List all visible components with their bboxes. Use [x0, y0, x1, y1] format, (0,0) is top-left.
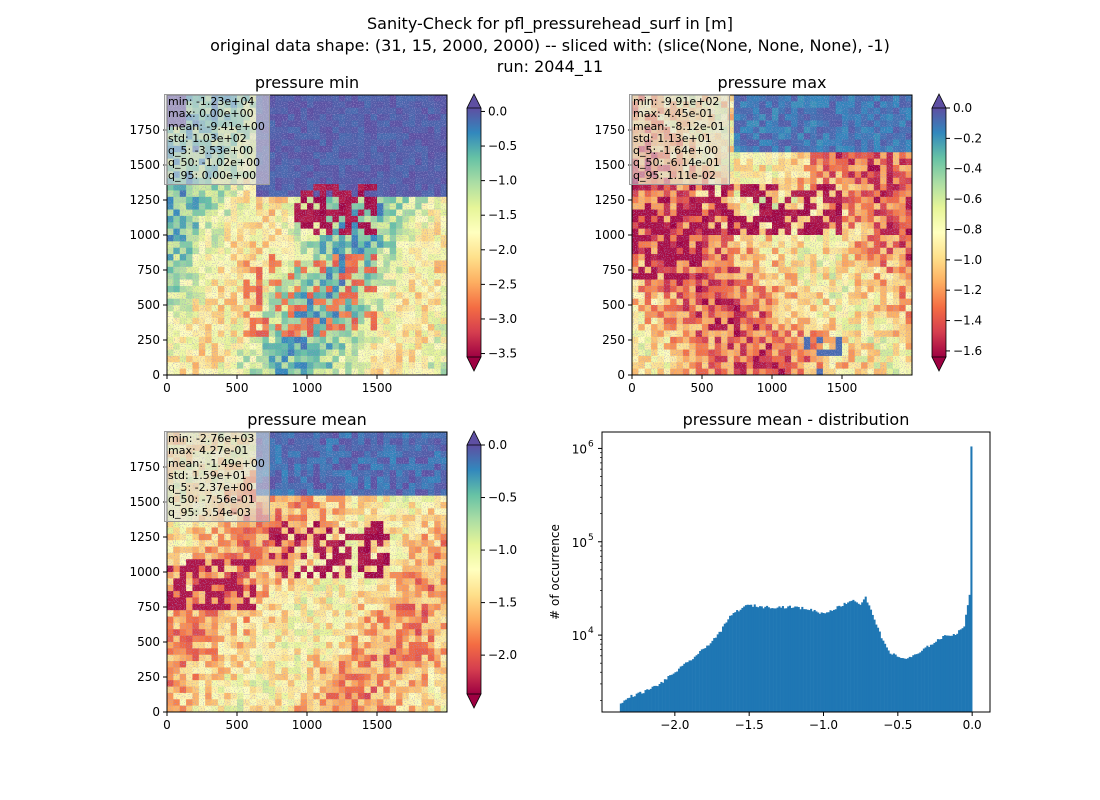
colorbar-extend-max [931, 93, 947, 109]
x-tick-label: 1000 [292, 381, 323, 395]
colorbar-extend-max [466, 93, 482, 109]
colorbar-tick-label: −0.2 [953, 131, 982, 145]
figure-title-line-1: Sanity-Check for pfl_pressurehead_surf i… [367, 14, 733, 33]
y-tick-label: 0 [617, 368, 625, 382]
y-tick-label: 1750 [129, 123, 160, 137]
y-tick-label: 500 [602, 298, 625, 312]
y-tick-label: 250 [137, 333, 160, 347]
y-tick-label: 1000 [594, 228, 625, 242]
colorbar-tick-label: −2.0 [488, 243, 517, 257]
figure-title-line-2: original data shape: (31, 15, 2000, 2000… [210, 36, 890, 55]
colorbar-tick-label: −1.2 [953, 283, 982, 297]
colorbar-tick-label: −1.4 [953, 314, 982, 328]
y-tick-label: 1500 [594, 158, 625, 172]
y-tick-label: 1000 [129, 228, 160, 242]
colorbar-extend-min [931, 356, 947, 372]
colorbar-tick-label: −1.0 [953, 253, 982, 267]
x-tick-label: 1500 [362, 381, 393, 395]
x-tick-label: 500 [226, 381, 249, 395]
colorbar-tick-label: 0.0 [488, 104, 507, 118]
x-tick-label: 0 [163, 381, 171, 395]
y-tick-label: 250 [602, 333, 625, 347]
y-tick-label: 1500 [129, 158, 160, 172]
colorbar-tick-label: −2.5 [488, 277, 517, 291]
y-tick-label: 0 [152, 368, 160, 382]
colorbar-extend-min [466, 356, 482, 372]
y-tick-label: 1750 [594, 123, 625, 137]
colorbar-tick-label: −0.6 [953, 192, 982, 206]
heatmap-panel-2 [628, 93, 950, 379]
y-tick-label: 750 [602, 263, 625, 277]
x-tick-label: 1500 [827, 381, 858, 395]
figure-title-line-3: run: 2044_11 [496, 57, 604, 76]
colorbar-tick-label: 0.0 [953, 101, 972, 115]
colorbar-tick-label: −0.8 [953, 222, 982, 236]
colorbar-tick-label: −0.5 [488, 139, 517, 153]
x-tick-label: 500 [691, 381, 714, 395]
y-tick-label: 1250 [129, 193, 160, 207]
colorbar-tick-label: −3.0 [488, 312, 517, 326]
panel-title: pressure max [717, 73, 826, 92]
colorbar-tick-label: −3.5 [488, 347, 517, 361]
y-tick-label: 750 [137, 263, 160, 277]
y-tick-label: 500 [137, 298, 160, 312]
colorbar [932, 108, 946, 357]
colorbar-tick-label: −1.5 [488, 208, 517, 222]
colorbar [467, 108, 481, 357]
colorbar-tick-label: −0.4 [953, 162, 982, 176]
colorbar-tick-label: −1.6 [953, 344, 982, 358]
x-tick-label: 1000 [757, 381, 788, 395]
y-tick-label: 1250 [594, 193, 625, 207]
colorbar-tick-label: −1.0 [488, 174, 517, 188]
x-tick-label: 0 [628, 381, 636, 395]
panel-title: pressure min [255, 73, 359, 92]
